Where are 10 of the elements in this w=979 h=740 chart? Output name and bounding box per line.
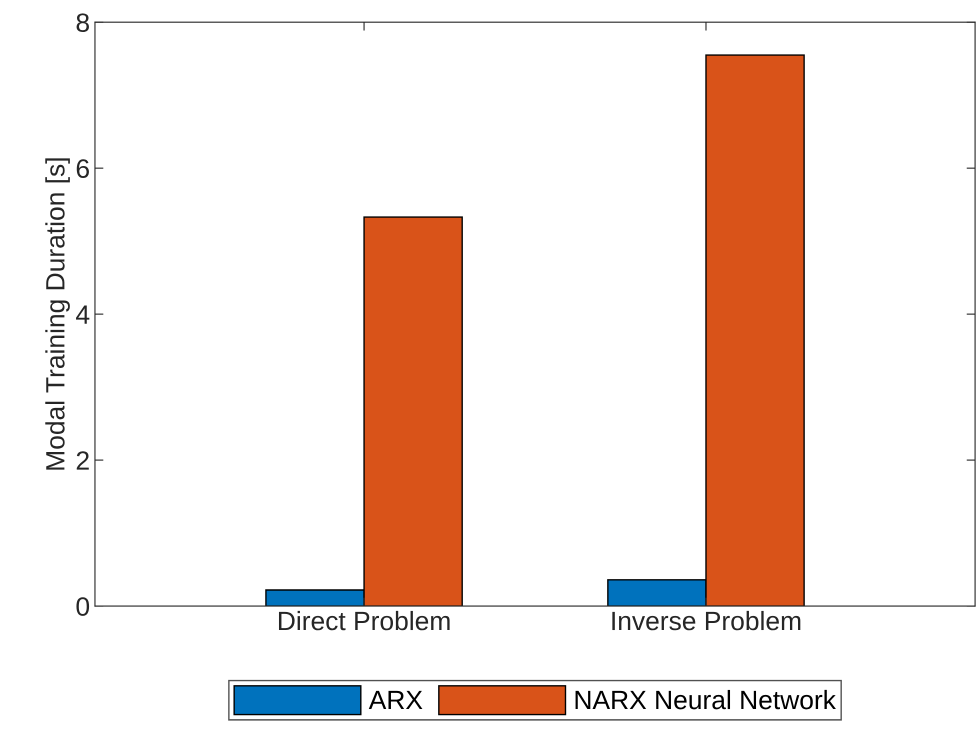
x-tick-label: Direct Problem [278, 610, 450, 630]
y-tick-label: 0 [76, 597, 90, 616]
y-tick-label: 2 [76, 451, 89, 470]
y-tick-label: 8 [76, 13, 89, 32]
legend-label: NARX Neural Network [576, 690, 836, 710]
y-tick-label: 4 [76, 306, 90, 324]
x-tick-label: Inverse Problem [612, 610, 800, 630]
y-axis-title: Modal Training Duration [s] [45, 158, 70, 470]
legend-label: ARX [368, 690, 422, 710]
y-tick-label: 6 [76, 159, 89, 178]
